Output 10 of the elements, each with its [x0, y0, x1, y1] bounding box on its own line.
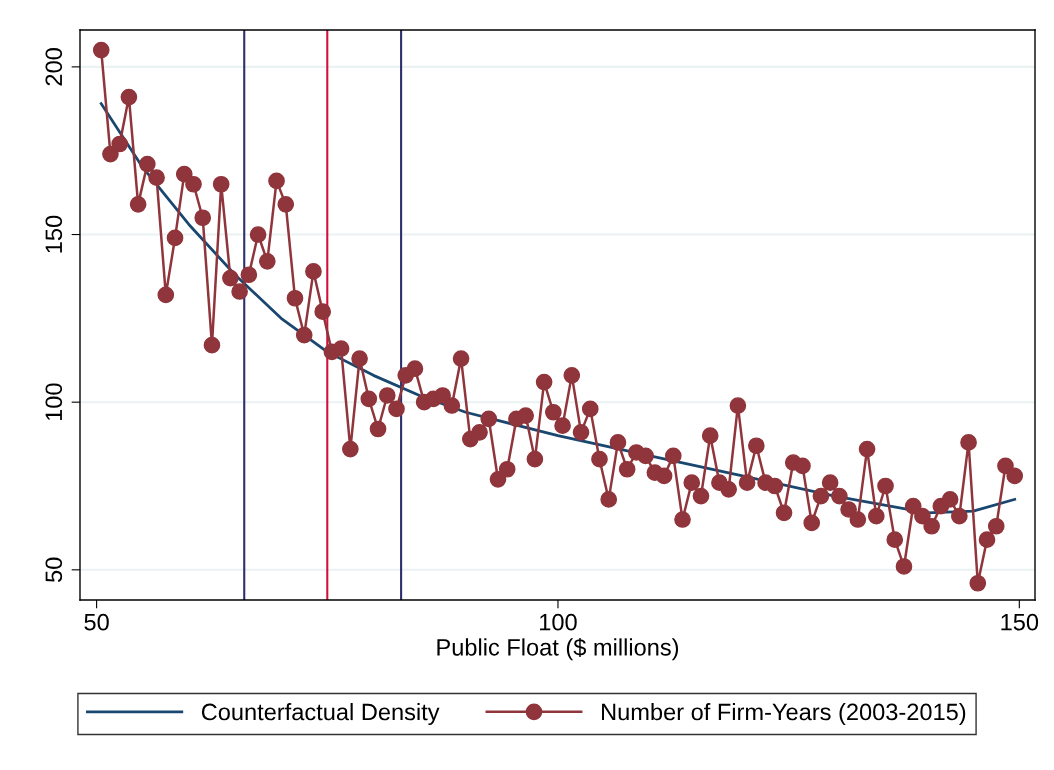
x-tick-label: 100 — [540, 613, 577, 631]
legend-label: Counterfactual Density — [201, 702, 440, 725]
x-tick-label: 50 — [84, 613, 109, 631]
x-axis-title: Public Float ($ millions) — [437, 637, 679, 661]
y-tick-label: 150 — [45, 215, 63, 253]
y-tick-label: 200 — [45, 48, 63, 86]
x-tick-label: 150 — [1001, 613, 1039, 631]
y-tick-label: 50 — [45, 557, 63, 583]
y-tick-label: 100 — [45, 383, 63, 421]
legend-label: Number of Firm-Years (2003-2015) — [602, 702, 966, 725]
